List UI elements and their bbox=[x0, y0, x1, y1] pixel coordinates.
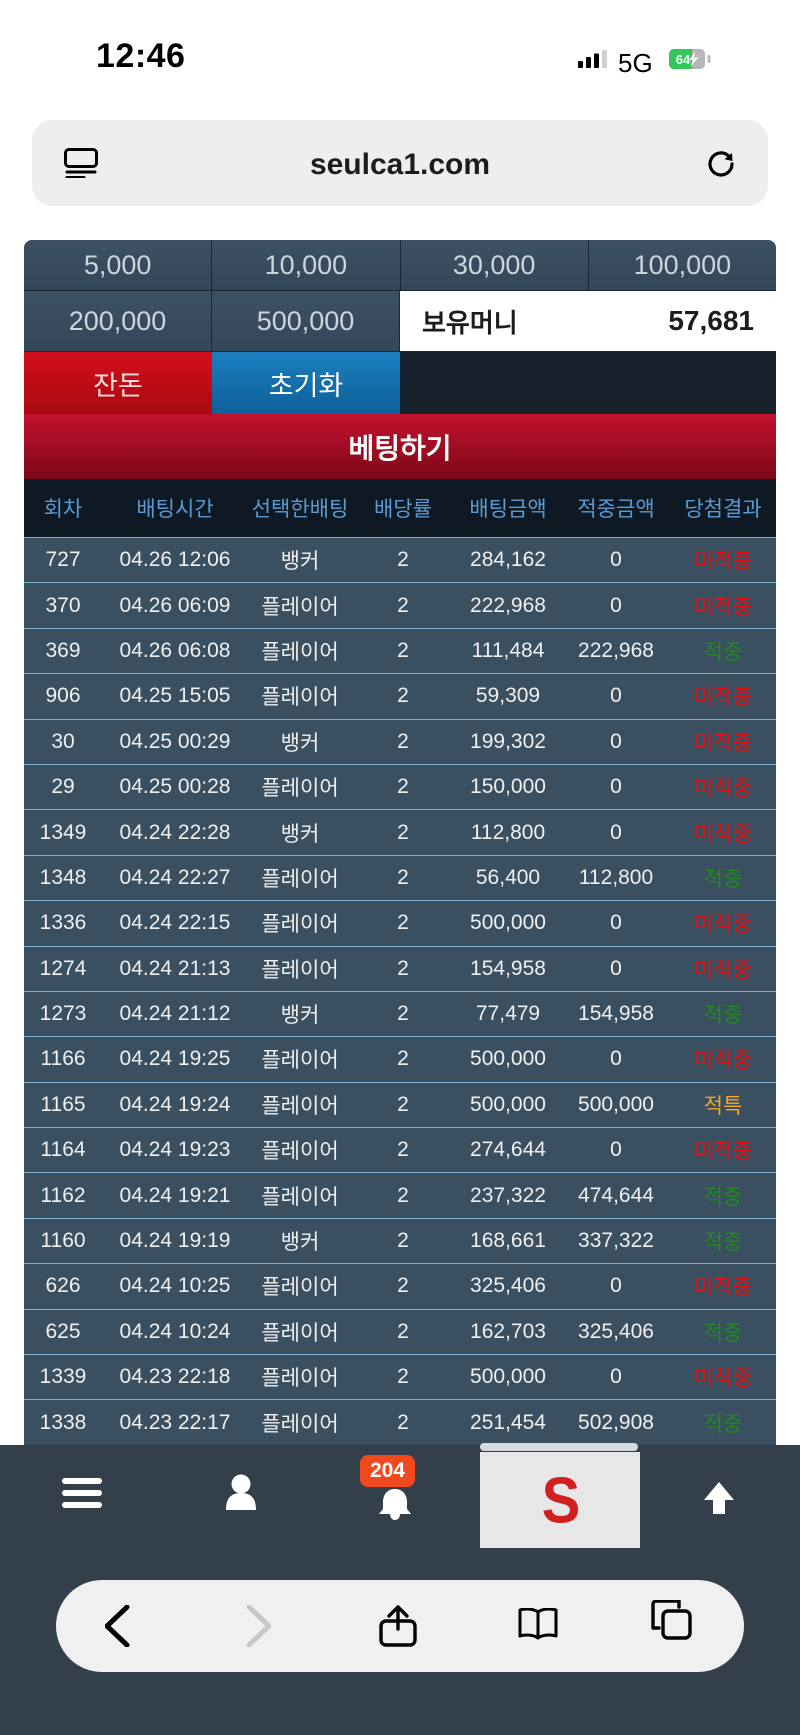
svg-text:64: 64 bbox=[676, 52, 691, 67]
